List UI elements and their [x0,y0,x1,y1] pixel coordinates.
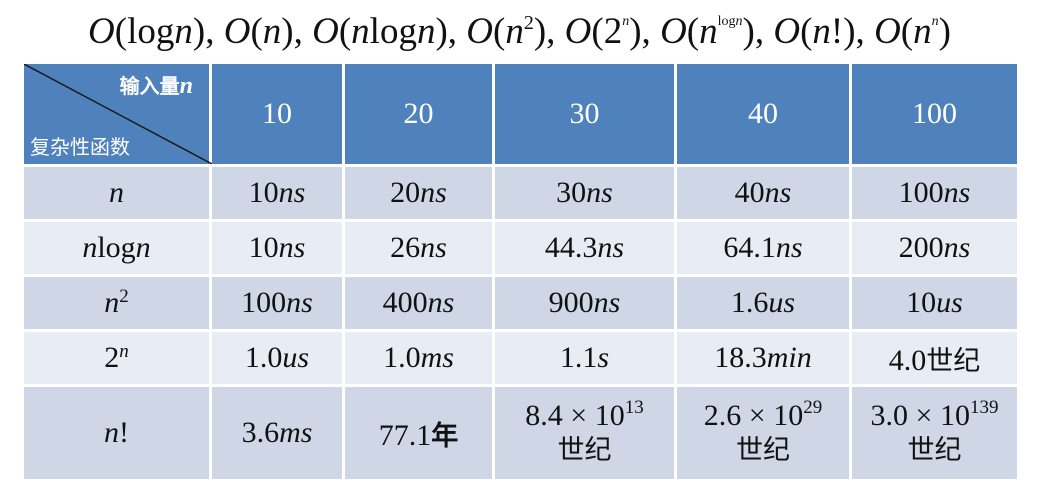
complexity-function-label: 复杂性函数 [30,135,130,159]
table-cell: 77.1年 [345,387,495,482]
table-cell: 900ns [495,277,677,332]
table-cell: 64.1ns [677,222,852,277]
table-cell: 10us [852,277,1017,332]
col-header-10: 10 [212,64,345,167]
input-size-label: 输入量n [119,73,193,99]
table-cell: 40ns [677,167,852,222]
table-row: nlogn 10ns 26ns 44.3ns 64.1ns 200ns [24,222,1017,277]
table-cell: 100ns [212,277,345,332]
col-header-30: 30 [495,64,677,167]
table-cell: 8.4 × 1013 世纪 [495,387,677,482]
table-row: 2n 1.0us 1.0ms 1.1s 18.3min 4.0世纪 [24,332,1017,387]
header-row: 输入量n 复杂性函数 10 20 30 40 100 [24,64,1017,167]
complexity-title: O(logn), O(n), O(nlogn), O(n2), O(2n), O… [88,11,951,52]
row-label: n [24,167,212,222]
row-label: nlogn [24,222,212,277]
table-cell: 4.0世纪 [852,332,1017,387]
table-cell: 18.3min [677,332,852,387]
table-cell: 10ns [212,222,345,277]
col-header-20: 20 [345,64,495,167]
table-row: n2 100ns 400ns 900ns 1.6us 10us [24,277,1017,332]
col-header-40: 40 [677,64,852,167]
table-cell: 200ns [852,222,1017,277]
table-cell: 1.1s [495,332,677,387]
table-cell: 2.6 × 1029 世纪 [677,387,852,482]
table-cell: 30ns [495,167,677,222]
table-cell: 400ns [345,277,495,332]
table-cell: 1.6us [677,277,852,332]
table-cell: 1.0us [212,332,345,387]
col-header-100: 100 [852,64,1017,167]
table-row: n 10ns 20ns 30ns 40ns 100ns [24,167,1017,222]
table-cell: 26ns [345,222,495,277]
corner-cell: 输入量n 复杂性函数 [24,64,212,167]
row-label: n! [24,387,212,482]
table-cell: 10ns [212,167,345,222]
table-row: n! 3.6ms 77.1年 8.4 × 1013 世纪 2.6 × 1029 世纪… [24,387,1017,482]
table-cell: 100ns [852,167,1017,222]
diagonal-divider [24,64,212,164]
row-label: 2n [24,332,212,387]
table-cell: 3.0 × 10139 世纪 [852,387,1017,482]
row-label: n2 [24,277,212,332]
table-cell: 3.6ms [212,387,345,482]
table-cell: 20ns [345,167,495,222]
complexity-table: 输入量n 复杂性函数 10 20 30 40 100 n 10ns 20ns 3… [24,64,1017,482]
table-cell: 44.3ns [495,222,677,277]
table-cell: 1.0ms [345,332,495,387]
